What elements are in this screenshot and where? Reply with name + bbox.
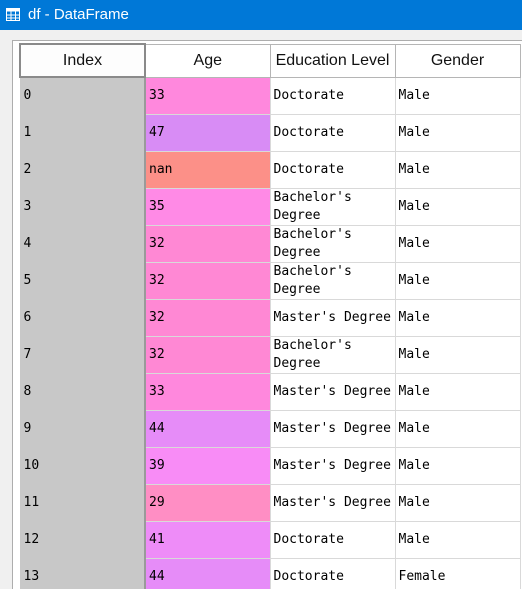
education-cell[interactable]: Bachelor's Degree: [270, 189, 395, 226]
column-header-index[interactable]: Index: [20, 44, 145, 77]
education-cell[interactable]: Doctorate: [270, 115, 395, 152]
window-title: df - DataFrame: [28, 6, 129, 24]
index-cell[interactable]: 7: [20, 337, 145, 374]
index-cell[interactable]: 8: [20, 374, 145, 411]
index-cell[interactable]: 10: [20, 448, 145, 485]
index-cell[interactable]: 5: [20, 263, 145, 300]
title-bar: df - DataFrame: [0, 0, 522, 30]
gender-cell[interactable]: Male: [395, 300, 520, 337]
age-cell[interactable]: 41: [145, 522, 270, 559]
gender-cell[interactable]: Male: [395, 411, 520, 448]
index-cell[interactable]: 1: [20, 115, 145, 152]
gender-cell[interactable]: Male: [395, 522, 520, 559]
table-icon: [6, 8, 20, 21]
gender-cell[interactable]: Male: [395, 263, 520, 300]
education-cell[interactable]: Doctorate: [270, 77, 395, 115]
index-cell[interactable]: 6: [20, 300, 145, 337]
index-cell[interactable]: 0: [20, 77, 145, 115]
gender-cell[interactable]: Male: [395, 189, 520, 226]
gender-cell[interactable]: Male: [395, 226, 520, 263]
education-cell[interactable]: Doctorate: [270, 152, 395, 189]
age-cell[interactable]: 33: [145, 77, 270, 115]
education-cell[interactable]: Doctorate: [270, 522, 395, 559]
age-cell[interactable]: 32: [145, 337, 270, 374]
index-cell[interactable]: 13: [20, 559, 145, 589]
gender-cell[interactable]: Male: [395, 77, 520, 115]
age-cell[interactable]: 32: [145, 263, 270, 300]
age-cell[interactable]: 44: [145, 411, 270, 448]
gender-cell[interactable]: Male: [395, 115, 520, 152]
age-cell[interactable]: 32: [145, 226, 270, 263]
column-header-age[interactable]: Age: [145, 44, 270, 77]
gender-cell[interactable]: Male: [395, 337, 520, 374]
education-cell[interactable]: Bachelor's Degree: [270, 337, 395, 374]
column-header-education-level[interactable]: Education Level: [270, 44, 395, 77]
gender-cell[interactable]: Male: [395, 485, 520, 522]
age-cell[interactable]: 29: [145, 485, 270, 522]
header-row: Index Age Education Level Gender: [20, 44, 520, 77]
education-cell[interactable]: Master's Degree: [270, 374, 395, 411]
education-cell[interactable]: Bachelor's Degree: [270, 263, 395, 300]
index-cell[interactable]: 12: [20, 522, 145, 559]
index-cell[interactable]: 4: [20, 226, 145, 263]
education-cell[interactable]: Master's Degree: [270, 300, 395, 337]
age-cell[interactable]: 47: [145, 115, 270, 152]
age-cell[interactable]: 44: [145, 559, 270, 589]
index-cell[interactable]: 11: [20, 485, 145, 522]
index-cell[interactable]: 9: [20, 411, 145, 448]
age-cell[interactable]: 33: [145, 374, 270, 411]
education-cell[interactable]: Bachelor's Degree: [270, 226, 395, 263]
gender-cell[interactable]: Female: [395, 559, 520, 589]
column-header-gender[interactable]: Gender: [395, 44, 520, 77]
education-cell[interactable]: Master's Degree: [270, 485, 395, 522]
gender-cell[interactable]: Male: [395, 152, 520, 189]
age-cell[interactable]: 32: [145, 300, 270, 337]
index-cell[interactable]: 3: [20, 189, 145, 226]
education-cell[interactable]: Master's Degree: [270, 448, 395, 485]
age-cell[interactable]: nan: [145, 152, 270, 189]
education-cell[interactable]: Master's Degree: [270, 411, 395, 448]
age-cell[interactable]: 35: [145, 189, 270, 226]
education-cell[interactable]: Doctorate: [270, 559, 395, 589]
index-cell[interactable]: 2: [20, 152, 145, 189]
age-cell[interactable]: 39: [145, 448, 270, 485]
gender-cell[interactable]: Male: [395, 374, 520, 411]
gender-cell[interactable]: Male: [395, 448, 520, 485]
